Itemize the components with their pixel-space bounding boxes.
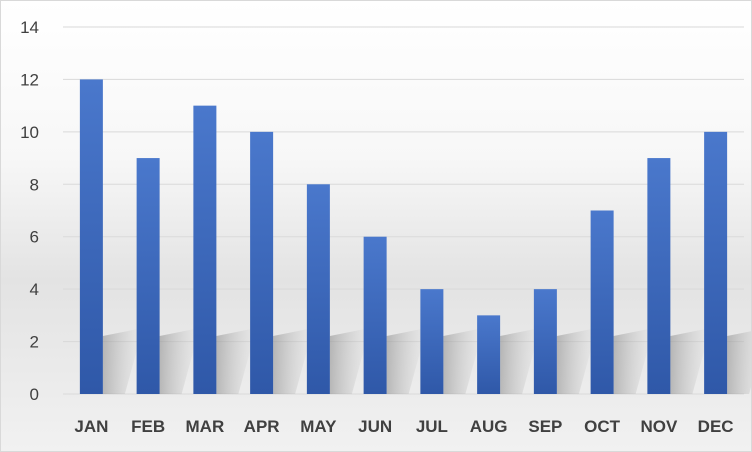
bar-shadows (102, 328, 751, 394)
bar-may (306, 184, 330, 394)
bar-jan (79, 79, 103, 394)
bar-jun (363, 236, 387, 394)
bar-nov (647, 158, 671, 394)
bar-shadow-jul (443, 328, 484, 394)
x-category-label: MAY (300, 417, 337, 436)
x-category-label: APR (244, 417, 280, 436)
x-category-label: JUL (416, 417, 448, 436)
bars (79, 79, 728, 395)
bar-oct (590, 210, 614, 394)
y-tick-label: 6 (30, 228, 39, 247)
y-tick-label: 0 (30, 385, 39, 404)
x-category-label: SEP (528, 417, 562, 436)
bar-shadow-aug (500, 328, 541, 394)
x-category-label: DEC (698, 417, 734, 436)
x-category-label: JAN (74, 417, 108, 436)
bar-aug (477, 315, 501, 394)
bar-dec (704, 131, 728, 394)
x-category-label: JUN (358, 417, 392, 436)
y-tick-label: 10 (20, 123, 39, 142)
y-tick-label: 12 (20, 70, 39, 89)
bar-shadow-dec (727, 331, 751, 394)
bar-sep (533, 289, 557, 394)
bar-shadow-jun (386, 328, 427, 394)
bar-mar (193, 105, 217, 395)
x-category-label: OCT (584, 417, 621, 436)
bar-shadow-jan (102, 328, 143, 394)
bar-feb (136, 158, 160, 394)
bar-apr (250, 131, 274, 394)
bar-jul (420, 289, 444, 394)
x-axis-categories: JAN FEB MAR APR MAY JUN JUL AUG SEP OCT NOV DEC (74, 417, 733, 436)
bar-shadow-may (329, 328, 370, 394)
bar-shadow-sep (556, 328, 597, 394)
y-tick-label: 8 (30, 175, 39, 194)
bar-shadow-apr (273, 328, 314, 394)
bar-shadow-oct (613, 328, 654, 394)
x-category-label: MAR (186, 417, 225, 436)
bar-shadow-nov (670, 328, 711, 394)
bar-shadow-mar (216, 328, 257, 394)
y-tick-label: 4 (30, 280, 39, 299)
bar-shadow-feb (159, 328, 200, 394)
y-axis-ticks: 0 2 4 6 8 10 12 14 (20, 18, 39, 404)
x-category-label: FEB (131, 417, 165, 436)
y-tick-label: 14 (20, 18, 39, 37)
y-tick-label: 2 (30, 333, 39, 352)
x-category-label: AUG (470, 417, 508, 436)
x-category-label: NOV (640, 417, 678, 436)
